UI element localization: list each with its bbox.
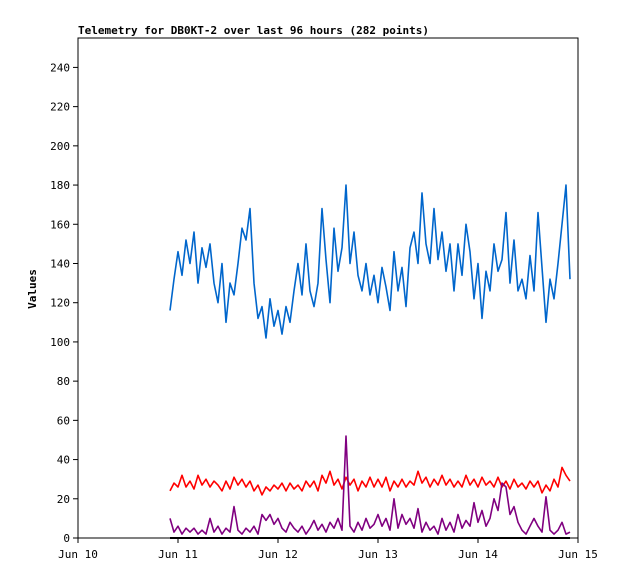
x-tick-label: Jun 11 xyxy=(158,548,198,561)
y-axis-ticks: 0 20 40 60 80 100 120 140 160 180 200 220 240 xyxy=(50,61,78,545)
y-tick-label: 80 xyxy=(57,375,70,388)
y-tick-label: 100 xyxy=(50,336,70,349)
y-tick-label: 180 xyxy=(50,179,70,192)
x-tick-label: Jun 12 xyxy=(258,548,298,561)
x-tick-label: Jun 13 xyxy=(358,548,398,561)
y-tick-label: 240 xyxy=(50,61,70,74)
y-tick-label: 120 xyxy=(50,297,70,310)
x-axis-ticks: Jun 10 Jun 11 Jun 12 Jun 13 Jun 14 Jun 15 xyxy=(58,538,598,561)
y-tick-label: 200 xyxy=(50,140,70,153)
y-tick-label: 0 xyxy=(63,532,70,545)
y-tick-label: 20 xyxy=(57,493,70,506)
y-axis-label: Values xyxy=(26,269,39,309)
series-line-1 xyxy=(169,184,571,339)
x-tick-label: Jun 10 xyxy=(58,548,98,561)
x-tick-label: Jun 15 xyxy=(558,548,598,561)
series-layer xyxy=(169,184,571,539)
series-line-3 xyxy=(169,435,571,535)
y-tick-label: 40 xyxy=(57,454,70,467)
y-tick-label: 220 xyxy=(50,101,70,114)
x-tick-label: Jun 14 xyxy=(458,548,498,561)
y-tick-label: 160 xyxy=(50,218,70,231)
chart-title: Telemetry for DB0KT-2 over last 96 hours… xyxy=(78,24,429,37)
y-tick-label: 140 xyxy=(50,257,70,270)
y-tick-label: 60 xyxy=(57,414,70,427)
